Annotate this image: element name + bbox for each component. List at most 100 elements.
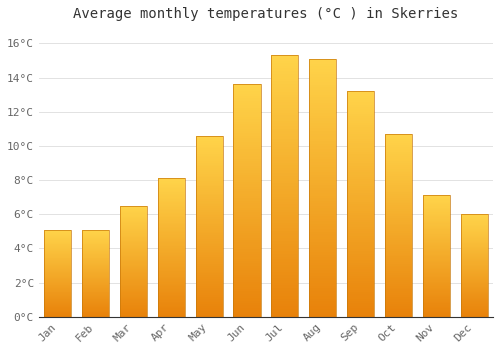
Bar <box>44 277 72 278</box>
Bar <box>309 103 336 105</box>
Bar <box>422 237 450 238</box>
Bar <box>82 264 109 265</box>
Bar <box>44 273 72 274</box>
Bar <box>196 148 223 150</box>
Bar <box>234 177 260 180</box>
Bar <box>422 271 450 272</box>
Bar <box>196 219 223 221</box>
Bar <box>196 197 223 199</box>
Bar <box>234 210 260 212</box>
Bar <box>309 190 336 193</box>
Bar <box>271 84 298 87</box>
Bar <box>385 187 412 189</box>
Bar <box>44 308 72 309</box>
Bar <box>234 87 260 89</box>
Bar <box>460 304 488 306</box>
Bar <box>385 139 412 141</box>
Bar <box>82 257 109 258</box>
Bar <box>460 313 488 314</box>
Bar <box>120 282 147 284</box>
Bar <box>234 110 260 112</box>
Bar <box>120 211 147 212</box>
Bar <box>158 239 185 241</box>
Bar <box>158 206 185 208</box>
Bar <box>309 268 336 270</box>
Bar <box>234 231 260 233</box>
Bar <box>120 267 147 268</box>
Bar <box>309 262 336 265</box>
Bar <box>120 289 147 290</box>
Bar <box>347 245 374 247</box>
Bar <box>234 156 260 159</box>
Bar <box>385 196 412 198</box>
Bar <box>82 288 109 289</box>
Bar <box>385 302 412 304</box>
Bar <box>422 264 450 265</box>
Bar <box>234 154 260 156</box>
Bar <box>271 194 298 197</box>
Bar <box>158 273 185 274</box>
Bar <box>120 310 147 311</box>
Bar <box>234 312 260 315</box>
Bar <box>234 310 260 312</box>
Bar <box>309 206 336 208</box>
Bar <box>422 311 450 312</box>
Bar <box>309 92 336 95</box>
Bar <box>196 228 223 230</box>
Bar <box>234 259 260 261</box>
Bar <box>460 245 488 246</box>
Bar <box>385 253 412 255</box>
Bar <box>385 276 412 278</box>
Bar <box>120 214 147 215</box>
Bar <box>347 211 374 213</box>
Bar <box>196 301 223 302</box>
Bar <box>120 311 147 312</box>
Bar <box>271 254 298 257</box>
Bar <box>271 176 298 178</box>
Bar <box>158 288 185 289</box>
Bar <box>158 293 185 295</box>
Bar <box>120 278 147 279</box>
Bar <box>44 293 72 294</box>
Bar <box>120 287 147 288</box>
Bar <box>422 266 450 267</box>
Bar <box>158 298 185 299</box>
Bar <box>460 247 488 248</box>
Bar <box>309 59 336 61</box>
Bar <box>234 182 260 184</box>
Bar <box>196 272 223 273</box>
Bar <box>82 267 109 268</box>
Bar <box>44 266 72 267</box>
Bar <box>271 238 298 241</box>
Bar <box>120 225 147 226</box>
Bar <box>422 221 450 222</box>
Bar <box>158 212 185 213</box>
Bar <box>120 232 147 233</box>
Bar <box>271 304 298 306</box>
Bar <box>347 310 374 312</box>
Bar <box>82 308 109 309</box>
Bar <box>309 304 336 307</box>
Bar <box>196 159 223 161</box>
Bar <box>158 213 185 214</box>
Bar <box>385 231 412 233</box>
Bar <box>309 226 336 229</box>
Bar <box>385 202 412 203</box>
Bar <box>82 232 109 233</box>
Bar <box>460 275 488 276</box>
Bar <box>120 288 147 289</box>
Bar <box>309 139 336 141</box>
Bar <box>271 178 298 181</box>
Bar <box>44 244 72 245</box>
Bar <box>196 226 223 228</box>
Bar <box>271 309 298 312</box>
Bar <box>158 267 185 268</box>
Bar <box>347 287 374 290</box>
Bar <box>271 251 298 254</box>
Bar <box>347 181 374 184</box>
Bar <box>271 128 298 131</box>
Bar <box>120 236 147 237</box>
Bar <box>158 289 185 290</box>
Bar <box>309 221 336 224</box>
Bar <box>385 148 412 150</box>
